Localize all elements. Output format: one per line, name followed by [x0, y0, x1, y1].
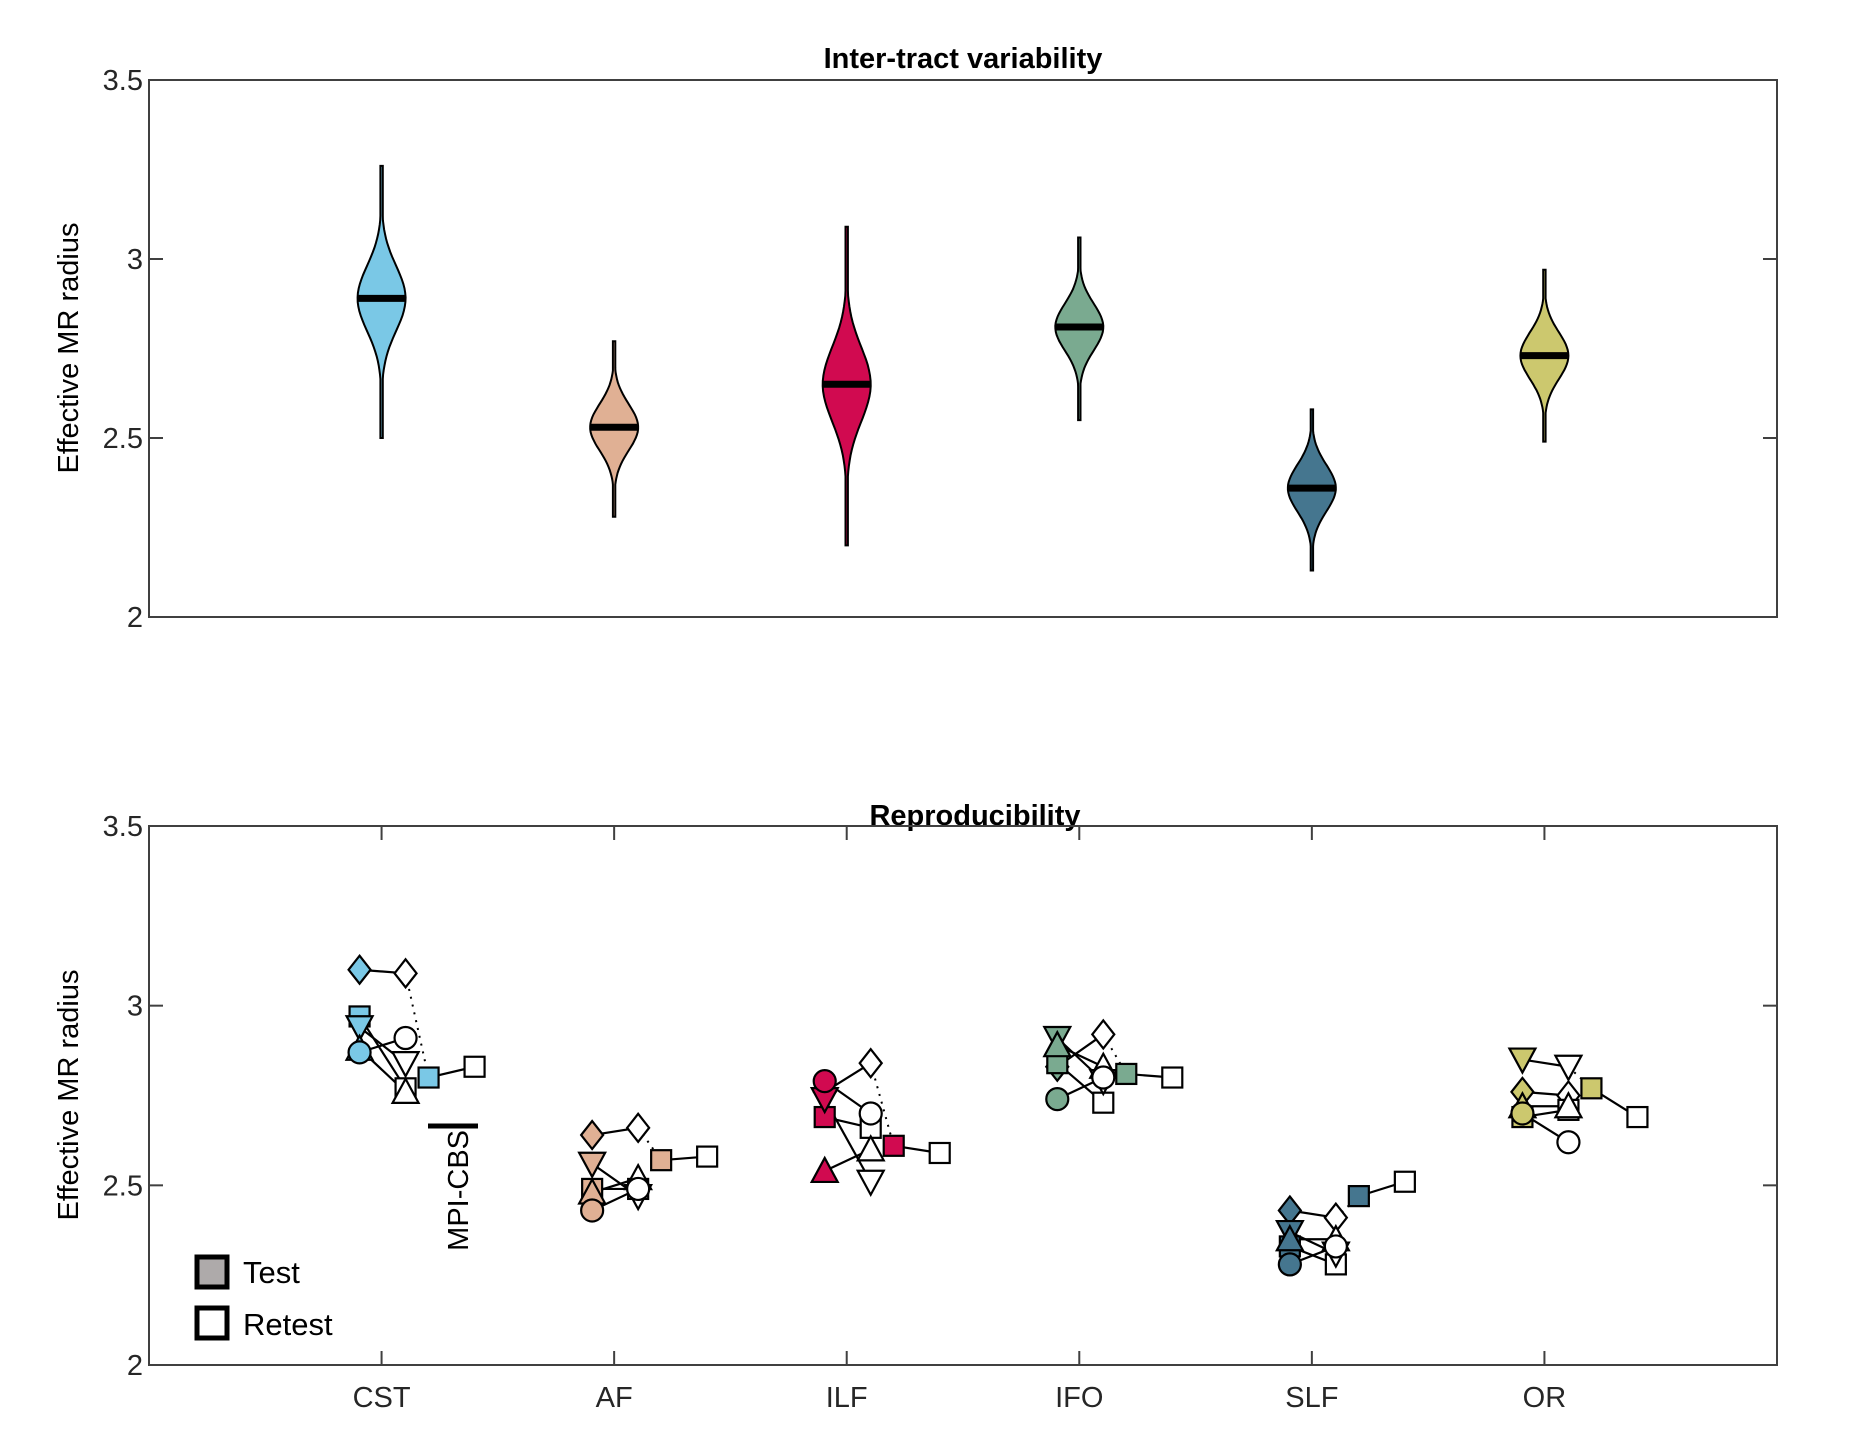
reproducibility-panel: Reproducibility 2 2.5 3 3.5 CST AF ILF IFO SLF O… [53, 800, 1778, 1414]
mpi-test-marker-or [1580, 1077, 1603, 1100]
retest-marker-slf-circle [1323, 1234, 1348, 1259]
retest-marker-cst-circle [393, 1025, 418, 1051]
reproducibility-y-ticks: 2 2.5 3 3.5 [103, 811, 1777, 1382]
retest-marker-ilf-circle [858, 1101, 883, 1126]
retest-marker-cst-diamond [393, 957, 418, 990]
retest-marker-ilf-triangle-up [855, 1134, 886, 1162]
retest-marker-or-circle [1556, 1130, 1581, 1155]
test-marker-af-triangle-down [577, 1151, 607, 1180]
repro-ytick-label: 3.5 [103, 811, 143, 843]
test-marker-cst-diamond [347, 953, 372, 986]
test-marker-af-circle [580, 1198, 605, 1223]
retest-marker-ilf-triangle-down [855, 1169, 886, 1198]
mpi-test-marker-ifo [1115, 1062, 1138, 1086]
test-marker-or-triangle-down [1507, 1047, 1538, 1075]
violin-ytick-label: 2 [127, 602, 143, 634]
test-marker-or-circle [1510, 1101, 1535, 1126]
violin-cst [356, 164, 407, 439]
mpi-retest-marker-ifo [1161, 1066, 1184, 1089]
reproducibility-axes-frame [148, 825, 1778, 1366]
mpi-retest-marker-ilf [928, 1141, 951, 1165]
test-marker-ifo-circle [1045, 1086, 1070, 1112]
mpi-cbs-label: MPI-CBS [443, 1130, 475, 1251]
reproducibility-y-axis-label: Effective MR radius [53, 970, 85, 1221]
violin-ytick-label: 3 [127, 244, 143, 276]
retest-marker-or-triangle-up [1553, 1090, 1584, 1119]
legend-test-swatch [194, 1254, 230, 1290]
mpi-retest-marker-cst [463, 1055, 486, 1078]
pair-lines [358, 968, 1639, 1266]
mpi-retest-marker-slf [1393, 1170, 1416, 1193]
legend: Test Retest [194, 1254, 333, 1342]
violin-panel: Inter-tract variability 2 2.5 3 3.5 Effecti… [53, 43, 1778, 634]
xtick-label: AF [596, 1382, 633, 1414]
legend-retest-label: Retest [243, 1307, 333, 1342]
retest-marker-af-diamond [625, 1112, 651, 1144]
retest-marker-af-circle [626, 1176, 651, 1202]
test-marker-af-diamond [579, 1119, 605, 1151]
violins [356, 164, 1570, 572]
violin-title: Inter-tract variability [824, 43, 1103, 75]
test-marker-ilf-triangle-up [809, 1155, 840, 1184]
mpi-test-marker-af [650, 1149, 673, 1172]
xtick-label: ILF [826, 1382, 868, 1414]
reproducibility-x-ticks: CST AF ILF IFO SLF OR [353, 826, 1567, 1414]
retest-marker-ifo-diamond [1090, 1018, 1116, 1051]
test-marker-ilf-circle [812, 1069, 837, 1094]
repro-ytick-label: 2.5 [103, 1170, 143, 1202]
repro-ytick-label: 2 [127, 1350, 143, 1382]
test-marker-slf-circle [1277, 1252, 1302, 1277]
xtick-label: CST [353, 1382, 411, 1414]
retest-marker-or-triangle-down [1553, 1054, 1584, 1083]
xtick-label: IFO [1055, 1382, 1103, 1414]
violin-y-axis-label: Effective MR radius [53, 223, 85, 474]
mpi-test-marker-cst [417, 1066, 440, 1089]
xtick-label: SLF [1285, 1382, 1338, 1414]
mpi-test-marker-slf [1347, 1185, 1370, 1208]
violin-ytick-label: 3.5 [103, 65, 143, 97]
mpi-test-marker-ilf [882, 1134, 905, 1157]
retest-marker-cst-triangle-down [390, 1051, 421, 1079]
retest-marker-ifo-circle [1091, 1065, 1116, 1090]
legend-test-label: Test [243, 1255, 300, 1290]
markers [344, 953, 1649, 1277]
violin-y-ticks: 2 2.5 3 3.5 [103, 65, 1777, 634]
legend-retest-swatch [194, 1305, 230, 1341]
mpi-retest-marker-af [696, 1145, 719, 1168]
site-link-cst [404, 973, 430, 1078]
test-marker-cst-triangle-down [344, 1015, 375, 1043]
retest-marker-cst-triangle-up [390, 1076, 421, 1105]
repro-ytick-label: 3 [127, 991, 143, 1023]
xtick-label: OR [1523, 1382, 1567, 1414]
violin-ytick-label: 2.5 [103, 423, 143, 455]
test-marker-ifo-triangle-up [1042, 1029, 1073, 1058]
mpi-retest-marker-or [1626, 1105, 1649, 1129]
pair-line-cst-square [358, 1015, 407, 1089]
test-marker-slf-triangle-up [1275, 1223, 1305, 1252]
violin-axes-frame [148, 79, 1778, 618]
test-marker-cst-circle [347, 1040, 372, 1065]
reproducibility-title: Reproducibility [869, 800, 1080, 832]
retest-marker-ilf-diamond [858, 1047, 884, 1079]
